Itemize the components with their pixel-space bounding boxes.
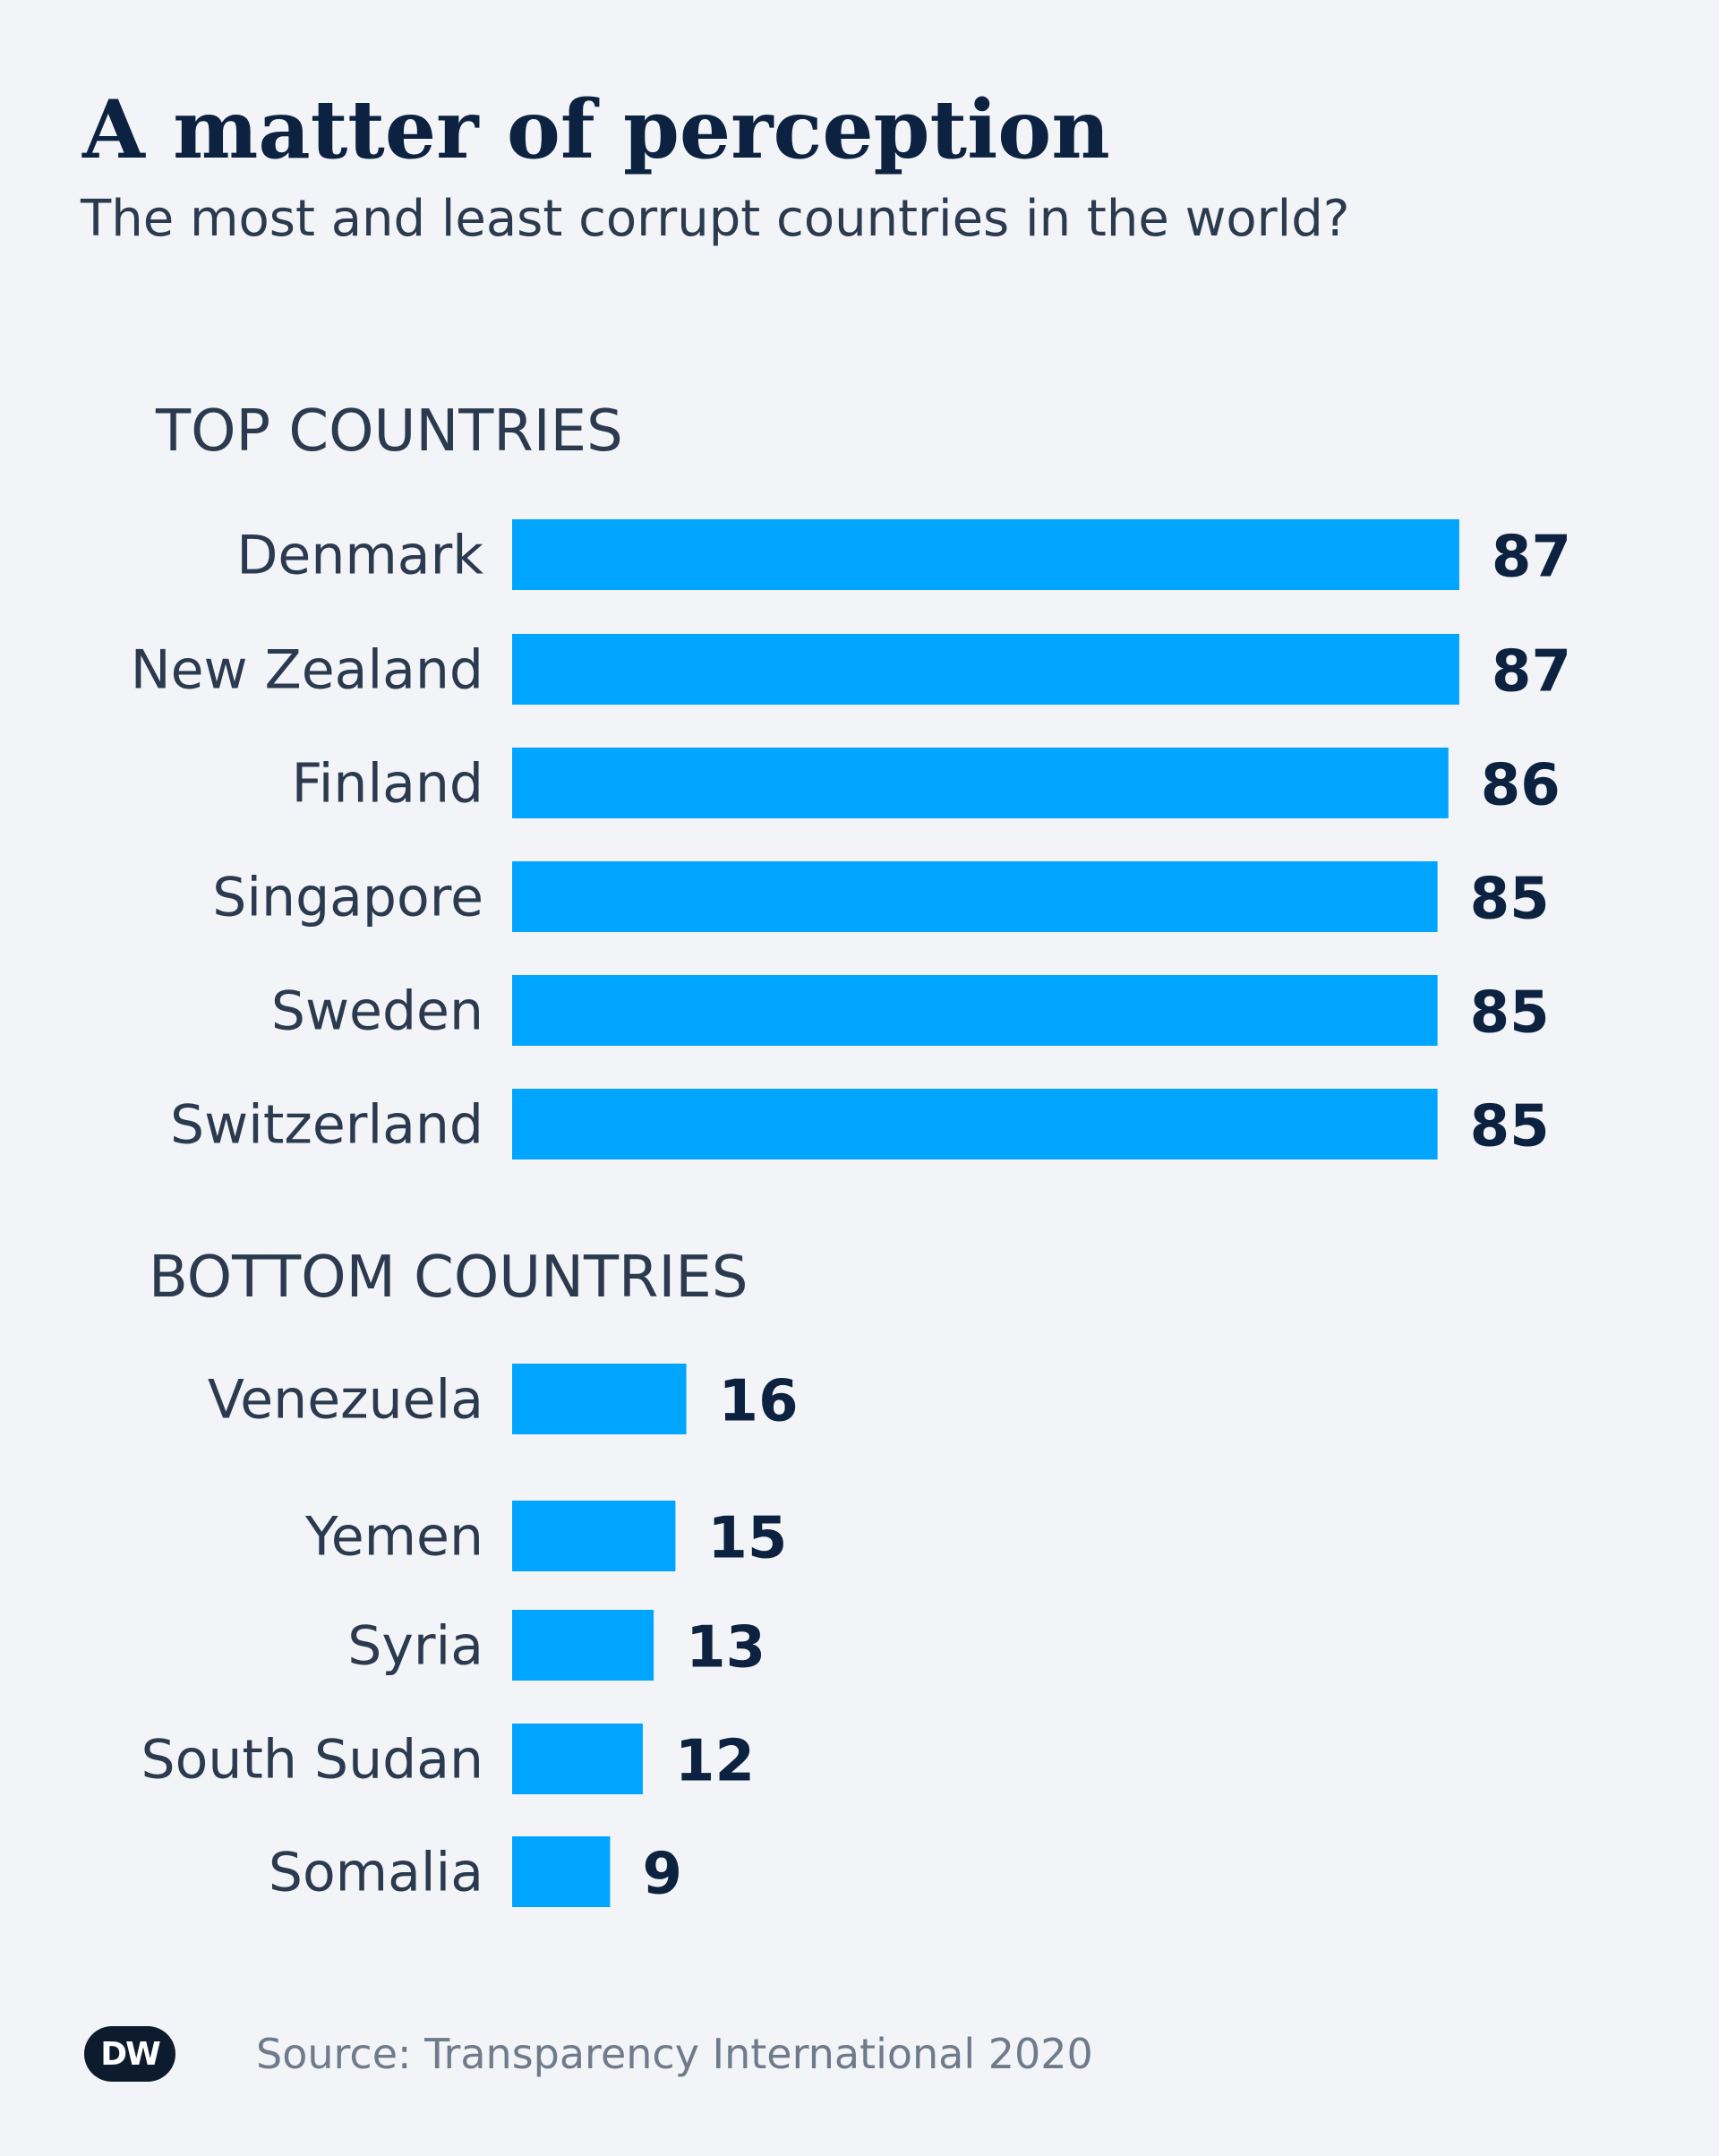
value-label: 15 bbox=[707, 1506, 787, 1572]
value-label: 87 bbox=[1492, 525, 1571, 591]
bar bbox=[512, 1836, 611, 1907]
bar bbox=[512, 634, 1459, 705]
category-label: New Zealand bbox=[131, 639, 483, 702]
section-label-bottom: BOTTOM COUNTRIES bbox=[149, 1245, 748, 1311]
chart-title: A matter of perception bbox=[82, 82, 1110, 177]
category-label: Switzerland bbox=[170, 1094, 483, 1157]
bar bbox=[512, 1089, 1438, 1159]
category-label: Sweden bbox=[271, 980, 483, 1043]
source-note: Source: Transparency International 2020 bbox=[256, 2030, 1093, 2078]
category-label: Singapore bbox=[212, 867, 483, 929]
dw-logo: DW bbox=[84, 2026, 175, 2082]
bar bbox=[512, 1610, 654, 1681]
value-label: 85 bbox=[1470, 980, 1550, 1047]
bar bbox=[512, 1501, 676, 1571]
value-label: 13 bbox=[686, 1615, 765, 1681]
category-label: Denmark bbox=[236, 525, 483, 587]
footer: DW Source: Transparency International 20… bbox=[84, 2026, 1093, 2082]
value-label: 86 bbox=[1481, 753, 1561, 819]
bar-chart: TOP COUNTRIES Denmark 87 New Zealand 87 Finla… bbox=[131, 398, 1571, 1908]
value-label: 16 bbox=[719, 1369, 799, 1435]
bar bbox=[512, 975, 1438, 1046]
category-label: Finland bbox=[292, 753, 483, 816]
value-label: 87 bbox=[1492, 639, 1571, 706]
bar bbox=[512, 519, 1459, 590]
category-label: Somalia bbox=[269, 1842, 483, 1904]
bar bbox=[512, 748, 1449, 818]
value-label: 85 bbox=[1470, 867, 1550, 933]
category-label: Venezuela bbox=[208, 1369, 483, 1432]
chart-subtitle: The most and least corrupt countries in … bbox=[81, 190, 1350, 248]
bar bbox=[512, 861, 1438, 932]
category-label: Yemen bbox=[304, 1506, 483, 1569]
bar bbox=[512, 1724, 643, 1794]
category-label: South Sudan bbox=[141, 1729, 483, 1792]
value-label: 85 bbox=[1470, 1094, 1550, 1160]
section-label-top: TOP COUNTRIES bbox=[155, 398, 623, 465]
value-label: 12 bbox=[675, 1729, 755, 1795]
bar bbox=[512, 1364, 687, 1434]
category-label: Syria bbox=[347, 1615, 483, 1678]
value-label: 9 bbox=[642, 1842, 682, 1908]
